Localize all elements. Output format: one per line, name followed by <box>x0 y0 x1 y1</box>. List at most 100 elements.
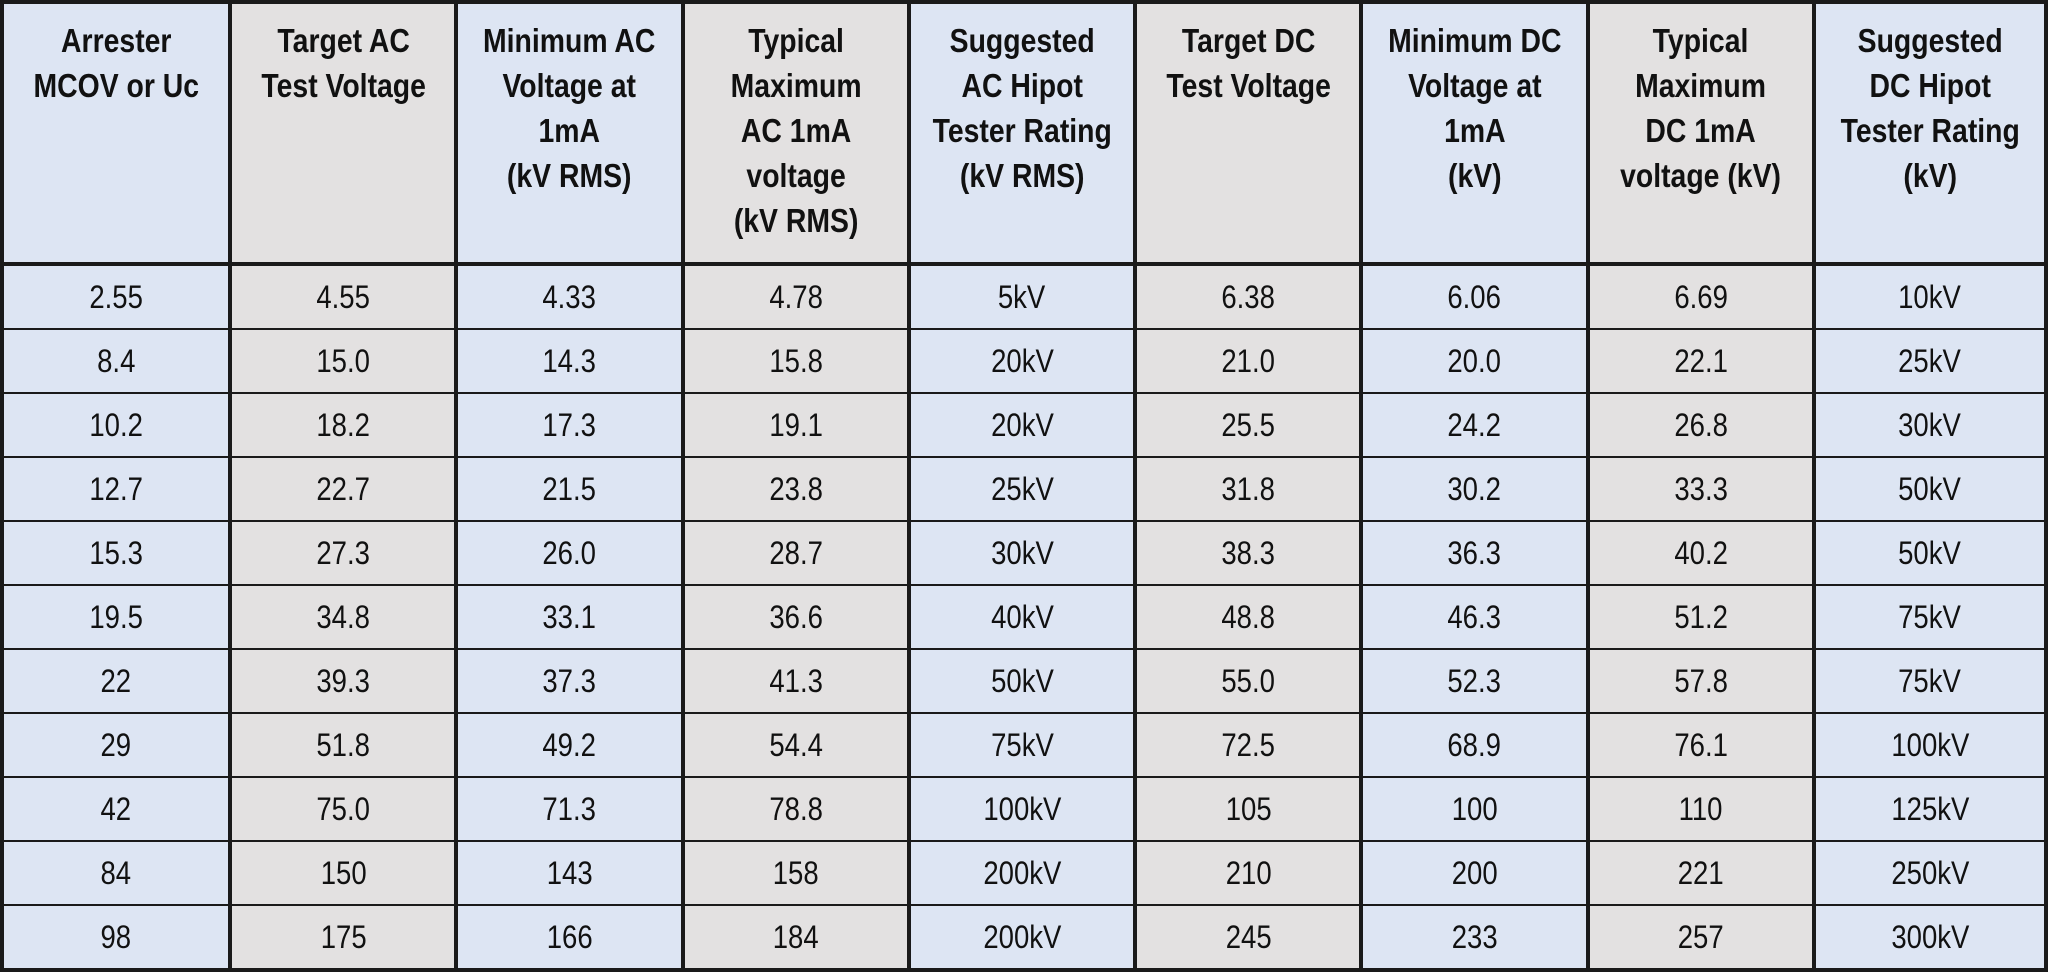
cell-value: 8.4 <box>96 342 136 379</box>
table-cell: 40.2 <box>1585 520 1816 586</box>
cell-value: 48.8 <box>1221 598 1275 635</box>
cell-value: 27.3 <box>316 534 371 571</box>
table-row: 29 51.8 49.2 54.4 75kV 72.5 68.9 76.1 100kV <box>0 712 2048 778</box>
cell-value: 14.3 <box>542 342 597 379</box>
table-cell: 245 <box>1133 904 1364 972</box>
header-label: Arrester MCOV or Uc <box>33 22 199 104</box>
table-cell: 200kV <box>906 840 1138 906</box>
cell-value: 29 <box>100 726 132 763</box>
cell-value: 71.3 <box>542 790 597 827</box>
cell-value: 33.1 <box>542 598 597 635</box>
table-cell: 33.1 <box>454 584 685 650</box>
table-cell: 75kV <box>1811 648 2048 714</box>
cell-value: 20kV <box>990 342 1054 379</box>
table-cell: 57.8 <box>1585 648 1816 714</box>
cell-value: 41.3 <box>768 662 823 699</box>
cell-value: 23.8 <box>768 470 823 507</box>
cell-value: 84 <box>100 854 132 891</box>
cell-value: 50kV <box>990 662 1054 699</box>
cell-value: 17.3 <box>542 406 597 443</box>
cell-value: 75kV <box>990 726 1054 763</box>
table-cell: 17.3 <box>454 392 685 458</box>
table-cell: 55.0 <box>1133 648 1364 714</box>
cell-value: 72.5 <box>1221 726 1275 763</box>
cell-value: 36.6 <box>768 598 823 635</box>
cell-value: 30kV <box>1898 406 1962 443</box>
table-cell: 18.2 <box>228 392 459 458</box>
table-cell: 50kV <box>1811 456 2048 522</box>
table-cell: 2.55 <box>0 263 233 330</box>
table-row: 84 150 143 158 200kV 210 200 221 250kV <box>0 840 2048 906</box>
table-row: 2.55 4.55 4.33 4.78 5kV 6.38 6.06 6.69 10kV <box>0 263 2048 330</box>
table-cell: 75kV <box>1811 584 2048 650</box>
table-cell: 38.3 <box>1133 520 1364 586</box>
table-cell: 37.3 <box>454 648 685 714</box>
cell-value: 233 <box>1451 918 1498 955</box>
table-cell: 100 <box>1359 776 1590 842</box>
table-cell: 22.1 <box>1585 328 1816 394</box>
cell-value: 40.2 <box>1673 534 1728 571</box>
header-target-dc-test-voltage: Target DC Test Voltage <box>1133 0 1364 266</box>
table-cell: 22 <box>0 648 233 714</box>
table-cell: 52.3 <box>1359 648 1590 714</box>
cell-value: 36.3 <box>1447 534 1502 571</box>
table-cell: 257 <box>1585 904 1816 972</box>
cell-value: 10kV <box>1898 278 1962 315</box>
table-cell: 51.2 <box>1585 584 1816 650</box>
table-cell: 5kV <box>906 263 1138 330</box>
table-cell: 42 <box>0 776 233 842</box>
table-cell: 4.78 <box>680 263 911 330</box>
cell-value: 22.1 <box>1673 342 1728 379</box>
table-cell: 4.55 <box>228 263 459 330</box>
cell-value: 19.1 <box>768 406 823 443</box>
table-cell: 200 <box>1359 840 1590 906</box>
table-cell: 49.2 <box>454 712 685 778</box>
table-cell: 200kV <box>906 904 1138 972</box>
table-cell: 72.5 <box>1133 712 1364 778</box>
table-row: 12.7 22.7 21.5 23.8 25kV 31.8 30.2 33.3 50kV <box>0 456 2048 522</box>
table-cell: 21.0 <box>1133 328 1364 394</box>
table-cell: 22.7 <box>228 456 459 522</box>
table-cell: 21.5 <box>454 456 685 522</box>
table-cell: 36.3 <box>1359 520 1590 586</box>
cell-value: 200 <box>1451 854 1498 891</box>
cell-value: 19.5 <box>89 598 143 635</box>
header-label: Suggested AC Hipot Tester Rating (kV RMS) <box>932 22 1112 194</box>
table-cell: 12.7 <box>0 456 233 522</box>
cell-value: 110 <box>1678 790 1723 827</box>
cell-value: 100 <box>1451 790 1498 827</box>
cell-value: 245 <box>1225 918 1272 955</box>
table-cell: 210 <box>1133 840 1364 906</box>
cell-value: 22 <box>100 662 132 699</box>
table-cell: 6.06 <box>1359 263 1590 330</box>
table-cell: 36.6 <box>680 584 911 650</box>
table-cell: 30kV <box>906 520 1138 586</box>
cell-value: 158 <box>772 854 819 891</box>
cell-value: 21.5 <box>542 470 597 507</box>
table-cell: 221 <box>1585 840 1816 906</box>
cell-value: 12.7 <box>89 470 143 507</box>
table-cell: 51.8 <box>228 712 459 778</box>
cell-value: 25kV <box>1898 342 1962 379</box>
table-cell: 48.8 <box>1133 584 1364 650</box>
cell-value: 257 <box>1677 918 1724 955</box>
cell-value: 26.0 <box>542 534 597 571</box>
table-cell: 125kV <box>1811 776 2048 842</box>
cell-value: 100kV <box>982 790 1061 827</box>
header-label: Suggested DC Hipot Tester Rating (kV) <box>1840 22 2020 194</box>
header-label: Target AC Test Voltage <box>261 22 426 104</box>
cell-value: 51.2 <box>1673 598 1728 635</box>
table-cell: 50kV <box>1811 520 2048 586</box>
table-cell: 41.3 <box>680 648 911 714</box>
table-row: 98 175 166 184 200kV 245 233 257 300kV <box>0 904 2048 972</box>
table-cell: 84 <box>0 840 233 906</box>
cell-value: 75kV <box>1898 598 1962 635</box>
cell-value: 46.3 <box>1447 598 1502 635</box>
table-cell: 25kV <box>1811 328 2048 394</box>
cell-value: 210 <box>1225 854 1272 891</box>
table-cell: 29 <box>0 712 233 778</box>
cell-value: 68.9 <box>1447 726 1502 763</box>
cell-value: 300kV <box>1890 918 1969 955</box>
cell-value: 5kV <box>998 278 1046 315</box>
